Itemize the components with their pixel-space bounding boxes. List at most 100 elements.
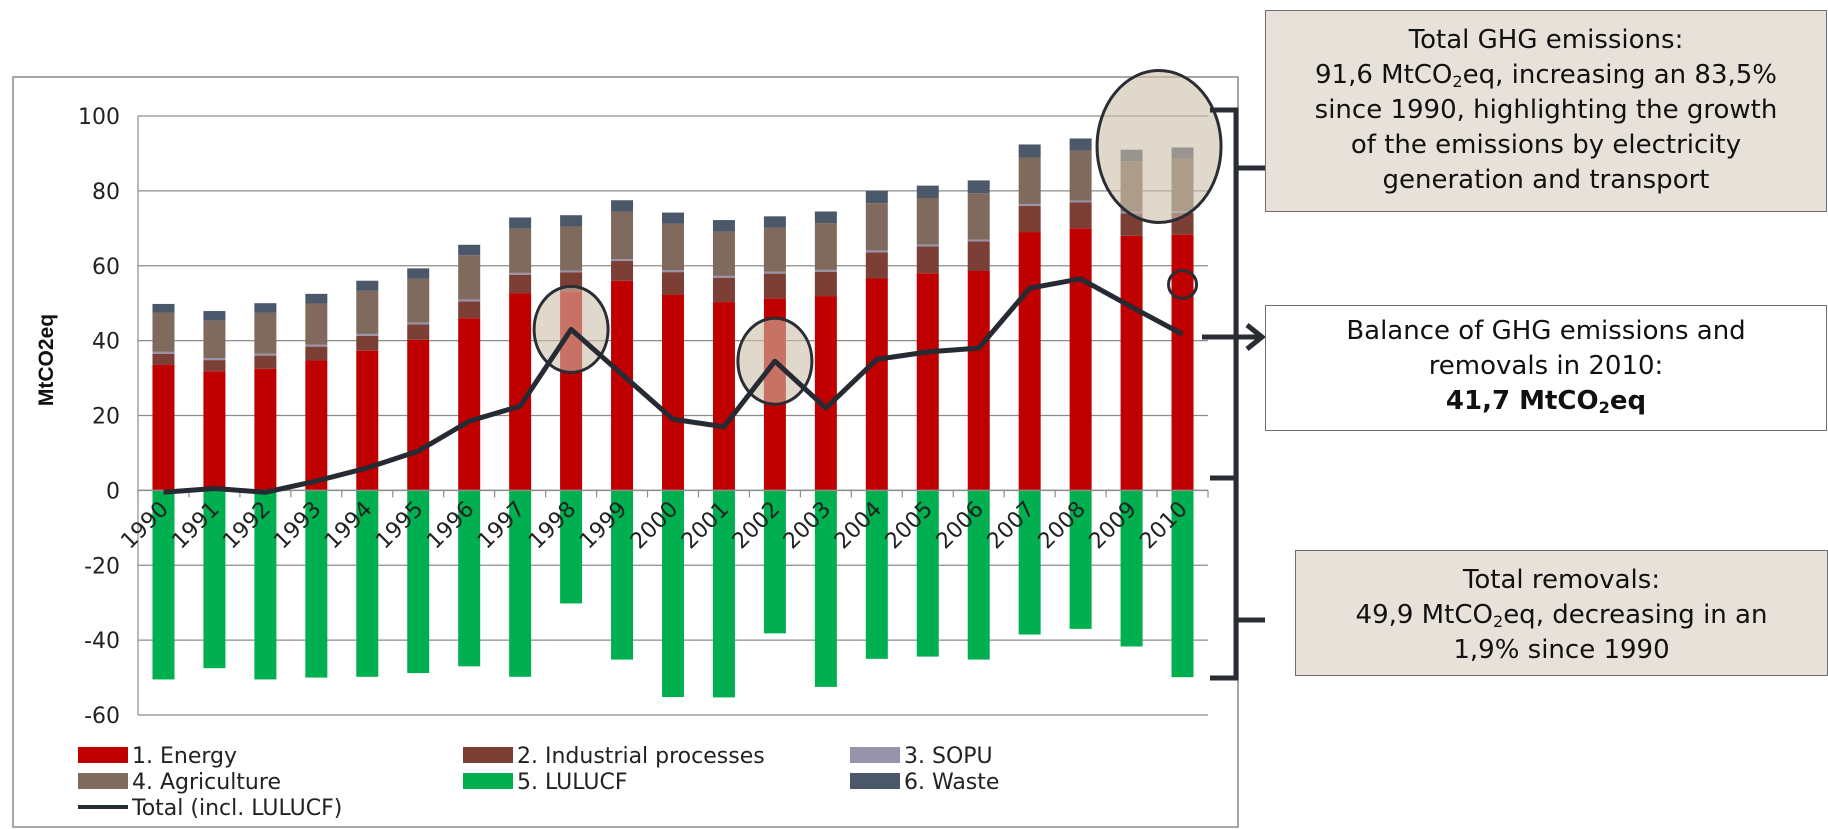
bar-6-waste-1991 xyxy=(203,311,226,321)
bar-6-waste-1992 xyxy=(254,303,277,313)
bar-4-agriculture-2000 xyxy=(662,223,684,271)
bar-1-energy-1997 xyxy=(509,293,532,491)
bars xyxy=(152,138,1194,698)
callout-removals-rest: eq, decreasing in an xyxy=(1503,600,1768,630)
bar-6-waste-2007 xyxy=(1018,144,1041,158)
bar-5-lulucf-1998 xyxy=(560,490,583,604)
balance-arrow-head xyxy=(1245,323,1267,351)
bar-6-waste-2000 xyxy=(662,212,684,224)
callout-removals-value: 49,9 MtCO xyxy=(1355,600,1493,630)
callout-emissions-value: 91,6 MtCO xyxy=(1314,60,1453,90)
bar-1-energy-1996 xyxy=(458,318,481,491)
bar-5-lulucf-1999 xyxy=(611,490,634,660)
callout-removals-sub: 2 xyxy=(1492,612,1504,632)
bar-5-lulucf-2004 xyxy=(865,490,888,659)
callout-emissions-title: Total GHG emissions: xyxy=(1408,25,1684,55)
bar-1-energy-1990 xyxy=(152,364,175,491)
legend-swatch-1-energy xyxy=(78,747,128,763)
y-tick-label: -60 xyxy=(84,704,120,729)
bar-3-sopu-2005 xyxy=(916,244,939,247)
bar-6-waste-1996 xyxy=(458,244,481,256)
bar-6-waste-2004 xyxy=(865,190,888,204)
bar-3-sopu-2006 xyxy=(967,239,990,242)
bar-4-agriculture-1990 xyxy=(152,312,175,352)
bar-2-industrial-processes-2003 xyxy=(814,271,837,297)
bar-2-industrial-processes-2005 xyxy=(916,246,939,274)
callout-balance: Balance of GHG emissions and removals in… xyxy=(1265,305,1827,431)
bar-4-agriculture-1998 xyxy=(560,226,583,271)
bar-4-agriculture-1993 xyxy=(305,303,328,345)
bar-4-agriculture-2003 xyxy=(814,223,837,270)
x-axis xyxy=(137,489,1209,498)
bar-6-waste-1995 xyxy=(407,268,430,279)
bar-6-waste-2002 xyxy=(763,216,786,228)
y-tick-label: 20 xyxy=(92,405,120,430)
callout-balance-value-line: 41,7 MtCO2eq xyxy=(1266,384,1826,419)
bar-2-industrial-processes-1993 xyxy=(305,346,328,361)
bar-6-waste-1998 xyxy=(560,215,583,227)
bar-2-industrial-processes-2004 xyxy=(865,252,888,279)
bar-5-lulucf-2002 xyxy=(763,490,786,634)
callout-balance-line1: Balance of GHG emissions and xyxy=(1346,316,1746,346)
legend-label-total-incl-lulucf: Total (incl. LULUCF) xyxy=(131,796,342,821)
y-tick-label: 60 xyxy=(92,255,120,280)
bar-1-energy-1995 xyxy=(407,339,430,491)
bar-4-agriculture-1995 xyxy=(407,278,430,323)
bar-1-energy-1993 xyxy=(305,360,328,491)
bar-3-sopu-2003 xyxy=(814,269,837,272)
y-tick-label: -20 xyxy=(84,554,120,579)
bar-3-sopu-1997 xyxy=(509,272,532,275)
legend-swatch-2-industrial-processes xyxy=(463,747,513,763)
bar-3-sopu-1993 xyxy=(305,344,328,347)
bar-5-lulucf-2008 xyxy=(1069,490,1092,629)
bar-6-waste-2006 xyxy=(967,180,990,194)
bar-1-energy-2004 xyxy=(865,278,888,491)
bar-2-industrial-processes-2006 xyxy=(967,241,990,271)
bar-5-lulucf-2005 xyxy=(916,490,939,657)
bar-4-agriculture-1997 xyxy=(509,228,532,273)
bar-3-sopu-1991 xyxy=(203,358,226,361)
bar-3-sopu-2002 xyxy=(763,271,786,274)
bar-2-industrial-processes-1996 xyxy=(458,301,481,319)
callout-removals-value-line: 49,9 MtCO2eq, decreasing in an xyxy=(1296,598,1827,633)
y-tick-label: 0 xyxy=(106,479,120,504)
bar-6-waste-2003 xyxy=(814,211,837,224)
callout-emissions-line5: generation and transport xyxy=(1382,165,1710,195)
callout-removals-title: Total removals: xyxy=(1462,565,1661,595)
highlight-ellipse-2009-2010 xyxy=(1095,68,1223,224)
legend-label-4-agriculture: 4. Agriculture xyxy=(132,770,281,795)
bar-6-waste-1990 xyxy=(152,303,175,313)
bar-2-industrial-processes-1992 xyxy=(254,355,277,369)
bar-2-industrial-processes-1997 xyxy=(509,274,532,294)
y-axis-label: MtCO2eq xyxy=(35,314,58,406)
callout-removals-line3: 1,9% since 1990 xyxy=(1453,635,1670,665)
bar-5-lulucf-1992 xyxy=(254,490,277,680)
callout-emissions-rest: eq, increasing an 83,5% xyxy=(1462,60,1778,90)
callout-balance-line2: removals in 2010: xyxy=(1428,351,1664,381)
bar-3-sopu-1995 xyxy=(407,322,430,325)
bar-3-sopu-2008 xyxy=(1069,200,1092,203)
bar-2-industrial-processes-2001 xyxy=(712,277,735,303)
bar-1-energy-2001 xyxy=(712,302,735,491)
y-axis-ticks: 100 80 60 40 20 0 -20 -40 -60 xyxy=(78,105,120,729)
callout-emissions-value-line: 91,6 MtCO2eq, increasing an 83,5% xyxy=(1266,58,1826,93)
bar-2-industrial-processes-2007 xyxy=(1018,205,1041,233)
bar-4-agriculture-1994 xyxy=(356,290,379,334)
bar-2-industrial-processes-1995 xyxy=(407,324,430,340)
bar-1-energy-2008 xyxy=(1069,228,1092,491)
bar-6-waste-1999 xyxy=(611,200,634,212)
bar-3-sopu-2000 xyxy=(662,270,684,273)
bar-4-agriculture-2006 xyxy=(967,193,990,240)
bar-4-agriculture-1991 xyxy=(203,320,226,359)
bar-1-energy-1992 xyxy=(254,368,277,491)
bar-1-energy-2007 xyxy=(1018,232,1041,491)
bar-2-industrial-processes-1999 xyxy=(611,260,634,281)
bar-2-industrial-processes-1990 xyxy=(152,353,175,365)
bar-1-energy-1994 xyxy=(356,350,379,491)
bar-4-agriculture-2007 xyxy=(1018,157,1041,204)
bar-2-industrial-processes-2002 xyxy=(763,273,786,299)
callout-balance-sub: 2 xyxy=(1598,398,1610,418)
bar-4-agriculture-1996 xyxy=(458,255,481,300)
bar-3-sopu-1996 xyxy=(458,299,481,302)
bar-2-industrial-processes-1994 xyxy=(356,335,379,351)
